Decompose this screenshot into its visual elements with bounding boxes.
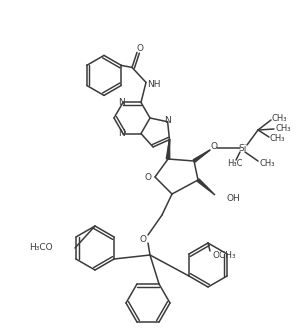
Text: CH₃: CH₃ [276, 123, 292, 132]
Text: H₃C: H₃C [227, 159, 243, 167]
Text: CH₃: CH₃ [272, 114, 288, 122]
Text: NH: NH [147, 80, 161, 89]
Text: OCH₃: OCH₃ [213, 251, 237, 260]
Text: N: N [119, 98, 125, 107]
Text: H₃CO: H₃CO [29, 244, 53, 253]
Text: OH: OH [227, 194, 241, 203]
Polygon shape [197, 179, 215, 195]
Polygon shape [166, 140, 170, 159]
Text: CH₃: CH₃ [260, 159, 275, 167]
Text: Si: Si [239, 144, 247, 153]
Text: O: O [136, 44, 143, 53]
Text: N: N [119, 129, 125, 138]
Text: O: O [140, 235, 147, 245]
Text: N: N [164, 116, 171, 125]
Text: CH₃: CH₃ [270, 133, 285, 143]
Polygon shape [193, 150, 210, 162]
Text: O: O [210, 141, 217, 151]
Text: O: O [144, 172, 151, 181]
